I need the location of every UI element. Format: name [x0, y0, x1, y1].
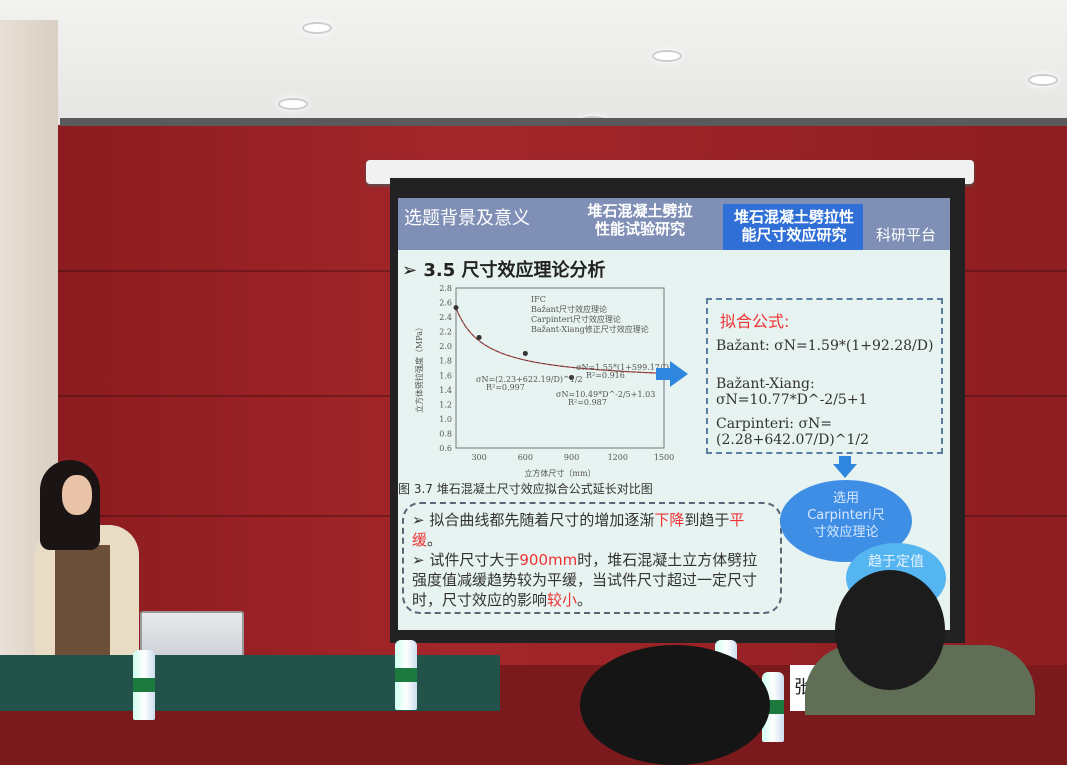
x-tick-label: 1200 [608, 453, 628, 462]
figure-caption: 图 3.7 堆石混凝土尺寸效应拟合公式延长对比图 [398, 482, 653, 496]
y-tick-label: 2.6 [439, 299, 452, 308]
ceiling [0, 0, 1067, 144]
table [0, 655, 500, 711]
legend-entry: Carpinteri尺寸效应理论 [531, 314, 621, 324]
chart-annotation: σN=10.49*D^-2/5+1.03 [556, 390, 655, 399]
ceiling-light [1028, 74, 1058, 86]
y-tick-label: 1.6 [439, 371, 452, 380]
y-axis-label: 立方体劈拉强度（MPa） [414, 323, 424, 413]
section-title-text: 3.5 尺寸效应理论分析 [423, 260, 606, 281]
arrow-down-icon [839, 456, 851, 466]
formula-box: 拟合公式: Bažant: σN=1.59*(1+92.28/D) Bažant… [706, 298, 943, 454]
bazant-curve [455, 307, 663, 374]
data-point [522, 350, 528, 356]
water-bottle [133, 650, 155, 720]
highlight: 900mm [519, 551, 578, 569]
x-tick-label: 300 [471, 453, 486, 462]
audience-head [835, 570, 945, 690]
arrow-right-icon [656, 368, 672, 380]
highlight: 平缓 [412, 511, 745, 549]
y-tick-label: 2.4 [439, 313, 452, 322]
ceiling-light [302, 22, 332, 34]
highlight: 较小 [547, 591, 578, 609]
tab-size-effect: 堆石混凝土劈拉性 能尺寸效应研究 [733, 208, 854, 244]
text: 到趋于 [684, 511, 730, 529]
legend-entry: IFC [531, 295, 546, 304]
choose-carpinteri-ellipse: 选用 Carpinteri尺 寸效应理论 [780, 480, 912, 562]
section-title: ➢ 3.5 尺寸效应理论分析 [402, 260, 606, 281]
tab-background: 选题背景及意义 [404, 208, 530, 229]
legend-entry: Bažant-Xiang修正尺寸效应理论 [531, 324, 649, 334]
formula-bazant: Bažant: σN=1.59*(1+92.28/D) [716, 338, 934, 354]
ceiling-light [278, 98, 308, 110]
formula-title: 拟合公式: [720, 312, 790, 331]
ceiling-light [652, 50, 682, 62]
curtain-rail [60, 118, 1067, 126]
y-tick-label: 2.2 [439, 328, 452, 337]
y-tick-label: 2.8 [439, 284, 452, 293]
audience-head [580, 645, 770, 765]
highlight: 下降 [654, 511, 685, 529]
x-axis-label: 立方体尺寸（mm） [524, 468, 595, 478]
water-bottle [395, 640, 417, 710]
tab-platform: 科研平台 [876, 226, 937, 244]
text: 试件尺寸大于 [429, 551, 520, 569]
arrow-right-icon [670, 361, 688, 387]
slide: 选题背景及意义 堆石混凝土劈拉 性能试验研究 堆石混凝土劈拉性 能尺寸效应研究 … [398, 198, 950, 630]
tab-active-bg [723, 204, 863, 250]
text: 。 [577, 591, 593, 609]
y-tick-label: 1.2 [439, 400, 452, 409]
slide-header: 选题背景及意义 堆石混凝土劈拉 性能试验研究 堆石混凝土劈拉性 能尺寸效应研究 … [398, 198, 950, 250]
y-tick-label: 1.0 [439, 415, 452, 424]
chart-annotation: σN=1.55*(1+599.17/D) [576, 363, 672, 372]
conclusion-box: ➢ 拟合曲线都先随着尺寸的增加逐渐下降到趋于平缓。 ➢ 试件尺寸大于900mm时… [402, 502, 782, 614]
text: 。 [427, 531, 443, 549]
data-point [569, 374, 575, 380]
formula-bazant-xiang: Bažant-Xiang: σN=10.77*D^-2/5+1 [716, 376, 868, 408]
arrow-down-icon [833, 464, 857, 478]
chart-annotation: R²=0.916 [586, 371, 625, 380]
speaker-vest [55, 545, 110, 670]
size-effect-chart: 0.6 0.8 1.0 1.2 1.4 1.6 1.8 2.0 2.2 2.4 2.6 2.8 300 6… [414, 284, 674, 478]
chart-annotation: R²=0.997 [486, 383, 525, 392]
chart-annotation: R²=0.987 [568, 398, 607, 407]
y-tick-label: 1.4 [439, 386, 452, 395]
x-tick-label: 600 [518, 453, 533, 462]
y-tick-label: 0.8 [439, 429, 452, 438]
formula-carpinteri: Carpinteri: σN=(2.28+642.07/D)^1/2 [716, 416, 870, 448]
y-tick-label: 0.6 [439, 444, 452, 453]
text: 拟合曲线都先随着尺寸的增加逐渐 [429, 511, 655, 529]
x-tick-label: 900 [564, 453, 579, 462]
tab-experiment: 堆石混凝土劈拉 性能试验研究 [587, 202, 693, 238]
text: 时，堆石混凝土立方体劈拉强度值减缓趋势较为平缓，当试件尺寸超过一定尺寸时，尺寸效… [412, 551, 758, 609]
x-tick-label: 1500 [654, 453, 674, 462]
bullet-2: ➢ 试件尺寸大于900mm时，堆石混凝土立方体劈拉强度值减缓趋势较为平缓，当试件… [412, 551, 758, 609]
data-point [476, 334, 482, 340]
speaker-face [62, 475, 92, 515]
y-tick-label: 1.8 [439, 357, 452, 366]
legend-entry: Bažant尺寸效应理论 [531, 304, 607, 314]
y-tick-label: 2.0 [439, 342, 452, 351]
chart-annotation: σN=(2.23+622.19/D)^1/2 [476, 375, 583, 384]
data-point [453, 305, 459, 311]
bullet-1: ➢ 拟合曲线都先随着尺寸的增加逐渐下降到趋于平缓。 [412, 511, 745, 549]
